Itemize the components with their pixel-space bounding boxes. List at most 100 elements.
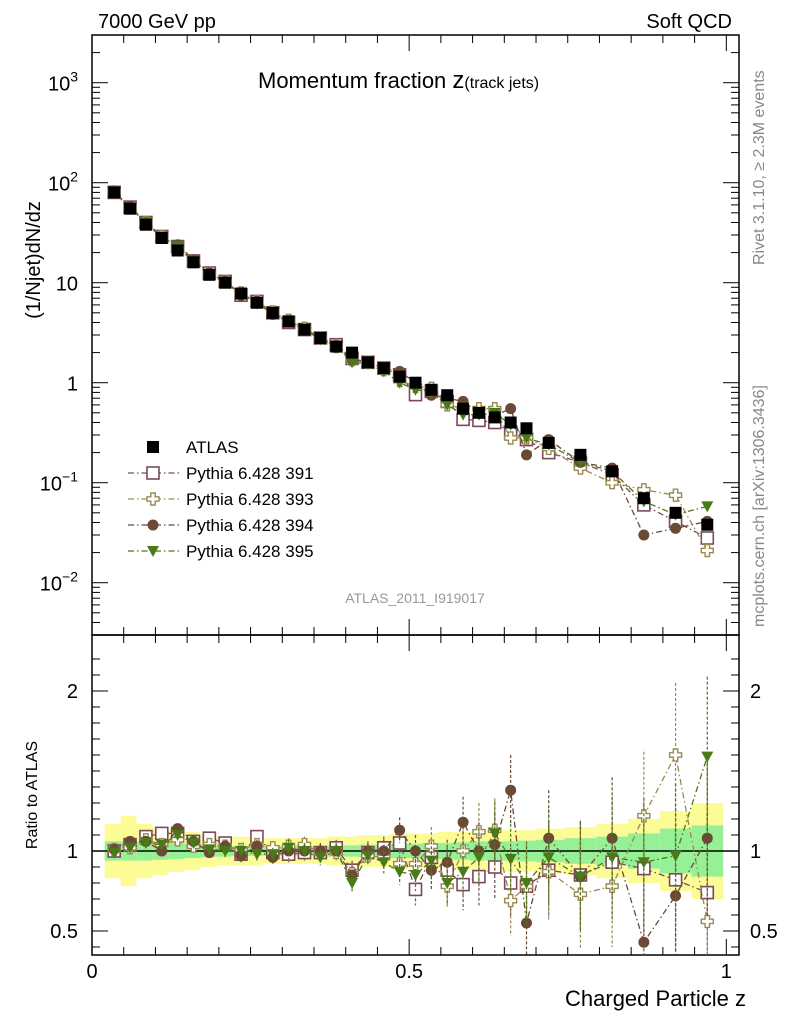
main-point — [520, 432, 533, 444]
ratio-point — [155, 839, 168, 851]
main-point — [520, 422, 533, 435]
main-point — [574, 448, 587, 461]
main-point — [606, 465, 619, 478]
ratio-y-tick-label: 1 — [67, 841, 78, 863]
x-tick-label: 0 — [86, 961, 97, 983]
main-y-tick-label: 10−2 — [40, 569, 78, 596]
ratio-point — [457, 866, 470, 878]
ratio-point — [489, 839, 501, 851]
mcplots-label: mcplots.cern.ch [arXiv:1306.3436] — [751, 385, 768, 627]
main-point — [171, 244, 184, 257]
legend-label: ATLAS — [186, 438, 239, 457]
main-point — [669, 506, 682, 519]
main-y-tick-label: 103 — [48, 69, 78, 96]
legend-marker — [147, 519, 159, 531]
legend-marker — [146, 492, 160, 506]
main-point — [219, 276, 232, 289]
ratio-point — [700, 914, 714, 929]
ratio-point — [456, 844, 470, 858]
ratio-point — [393, 866, 406, 878]
ratio-point — [250, 849, 263, 861]
ratio-point — [472, 825, 486, 839]
main-point — [542, 436, 555, 449]
main-point — [488, 411, 501, 424]
ratio-point — [504, 854, 517, 865]
main-point — [504, 416, 517, 429]
ratio-point — [701, 832, 713, 844]
ratio-point — [203, 844, 216, 856]
ratio-point — [637, 857, 650, 869]
ratio-point — [669, 850, 682, 862]
main-point — [282, 315, 295, 328]
ratio-xlabel: Charged Particle z — [565, 986, 746, 1011]
ratio-point — [638, 936, 650, 948]
main-point — [409, 376, 422, 389]
main-point — [187, 256, 200, 269]
main-point — [700, 543, 714, 558]
main-point — [472, 406, 485, 419]
main-point — [346, 346, 359, 359]
ratio-point — [425, 864, 437, 876]
main-point — [605, 476, 619, 490]
ratio-point — [472, 852, 485, 864]
ratio-point — [606, 852, 619, 864]
ratio-point — [505, 784, 517, 796]
main-point — [235, 287, 248, 300]
main-y-tick-label: 10−1 — [40, 469, 78, 496]
main-point — [377, 362, 390, 375]
main-point — [393, 370, 406, 383]
x-tick-label: 0.5 — [395, 961, 423, 983]
ratio-point — [668, 748, 683, 762]
series-line-Pythia 6.428 391 — [113, 191, 708, 539]
rivet-label: Rivet 3.1.10, ≥ 2.3M events — [751, 70, 768, 265]
main-data-marks — [107, 185, 715, 558]
main-ylabel: (1/Njet)dN/dz — [23, 201, 45, 319]
main-point — [701, 501, 714, 513]
ratio-point — [154, 826, 169, 841]
main-point — [155, 231, 168, 244]
ratio-point — [542, 852, 555, 864]
main-point — [637, 492, 650, 505]
ratio-frame — [91, 634, 740, 956]
ratio-point — [361, 850, 374, 862]
ratio-point — [408, 857, 423, 871]
ratio-point — [605, 879, 619, 893]
legend-marker — [146, 466, 160, 480]
main-point — [124, 202, 137, 215]
legend: ATLAS Pythia 6.428 391 Pythia 6.428 393 Pyt… — [128, 438, 314, 561]
ratio-point — [520, 878, 533, 889]
ratio-point — [410, 845, 421, 857]
ratio-point — [251, 840, 263, 852]
ratio-point — [219, 846, 232, 857]
ratio-y-tick-label: 2 — [67, 681, 78, 703]
ratio-y-tick-label-right: 0.5 — [750, 921, 778, 943]
ratio-point — [409, 870, 422, 881]
main-point — [638, 529, 650, 541]
main-point — [457, 402, 470, 415]
ratio-point — [574, 871, 587, 883]
ratio-point — [488, 828, 501, 840]
main-point — [700, 531, 715, 545]
legend-label: Pythia 6.428 394 — [186, 516, 314, 535]
legend-label: Pythia 6.428 391 — [186, 464, 314, 483]
ratio-point — [377, 857, 390, 869]
ratio-point — [156, 845, 168, 857]
ratio-point — [187, 838, 200, 849]
main-point — [298, 323, 311, 336]
main-point — [425, 383, 438, 396]
legend-marker — [147, 546, 159, 557]
main-point — [505, 403, 517, 415]
main-point — [314, 331, 327, 344]
main-point — [441, 389, 454, 402]
main-point — [330, 340, 343, 353]
ratio-point — [441, 878, 454, 889]
ratio-point — [425, 855, 438, 867]
ratio-ylabel: Ratio to ATLAS — [24, 741, 41, 849]
analysis-tag: ATLAS_2011_I919017 — [345, 590, 485, 606]
ratio-data-marks — [107, 676, 715, 955]
main-y-tick-label: 10 — [56, 274, 78, 296]
ratio-point — [282, 842, 295, 854]
main-point — [346, 357, 359, 369]
ratio-y-tick-label-right: 2 — [750, 681, 761, 703]
